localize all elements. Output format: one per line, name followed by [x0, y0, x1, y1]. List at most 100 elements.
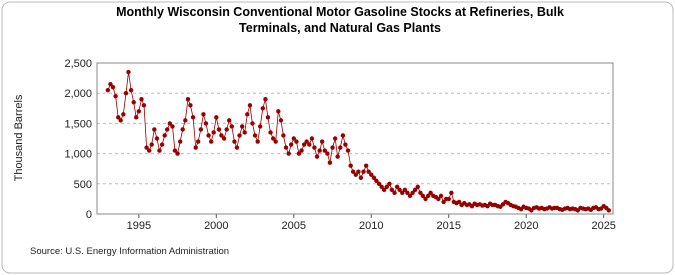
point: [232, 139, 237, 144]
x-tick-label: 2010: [359, 220, 383, 232]
x-tick-label: 2025: [591, 220, 615, 232]
y-tick-label: 0: [86, 209, 92, 221]
point: [309, 136, 315, 141]
point: [456, 199, 462, 205]
point: [221, 136, 227, 141]
point: [118, 118, 123, 123]
point: [242, 130, 247, 135]
point: [131, 100, 136, 105]
point: [312, 145, 317, 150]
point: [338, 145, 343, 150]
point: [239, 124, 245, 129]
y-tick-label: 2,500: [64, 58, 92, 70]
point: [178, 139, 183, 144]
point: [211, 130, 216, 135]
point: [330, 145, 335, 150]
point: [108, 81, 113, 87]
point: [348, 163, 353, 168]
point: [162, 133, 167, 138]
point: [387, 181, 392, 186]
point: [229, 124, 235, 129]
x-tick-label: 2020: [514, 220, 538, 232]
point: [410, 190, 415, 196]
x-tick-label: 1995: [127, 220, 151, 232]
point: [407, 193, 413, 199]
point: [134, 115, 139, 120]
point: [281, 133, 286, 138]
point: [276, 109, 281, 114]
point: [420, 193, 426, 199]
point: [185, 97, 191, 102]
point: [195, 139, 201, 144]
point: [219, 133, 224, 138]
point: [322, 148, 327, 153]
point: [164, 127, 170, 132]
point: [237, 133, 242, 138]
point: [198, 127, 204, 132]
point: [389, 187, 395, 193]
point: [180, 127, 185, 132]
y-tick-label: 2,000: [64, 88, 92, 100]
point: [226, 118, 232, 123]
point: [299, 148, 304, 153]
point: [307, 142, 312, 147]
point: [358, 175, 364, 180]
x-tick-label: 2000: [204, 220, 228, 232]
point: [369, 172, 374, 177]
point: [412, 187, 418, 193]
y-tick-label: 1,000: [64, 149, 92, 161]
point: [425, 193, 431, 199]
point: [332, 136, 338, 141]
point: [381, 187, 387, 193]
point: [436, 196, 441, 202]
point: [319, 139, 325, 144]
point: [260, 106, 266, 111]
point: [446, 196, 451, 202]
x-tick-label: 2005: [282, 220, 306, 232]
point: [147, 148, 152, 153]
point: [325, 151, 330, 156]
point: [294, 139, 299, 144]
y-tick-label: 1,500: [64, 118, 92, 130]
point: [376, 181, 382, 186]
point: [175, 151, 180, 156]
point: [397, 187, 402, 193]
point: [384, 184, 389, 190]
point: [110, 84, 116, 90]
point: [270, 136, 276, 141]
point: [394, 184, 400, 190]
point: [141, 103, 147, 108]
point: [327, 160, 333, 165]
point: [209, 139, 214, 144]
point: [206, 133, 211, 138]
point: [216, 127, 222, 132]
point: [139, 97, 144, 102]
point: [170, 124, 175, 129]
point: [201, 112, 206, 117]
point: [363, 163, 369, 168]
point: [121, 112, 126, 117]
point: [374, 178, 379, 183]
point: [317, 148, 322, 153]
point: [183, 118, 188, 123]
point: [428, 190, 433, 196]
point: [286, 151, 291, 156]
point: [288, 142, 294, 147]
point: [340, 133, 346, 138]
point: [190, 115, 196, 120]
point: [314, 154, 320, 159]
point: [116, 115, 121, 120]
point: [278, 118, 284, 123]
point: [234, 145, 240, 150]
point: [366, 169, 371, 174]
point: [268, 130, 273, 135]
point: [144, 145, 149, 150]
point: [350, 169, 356, 174]
point: [188, 103, 193, 108]
point: [157, 148, 162, 153]
point: [172, 148, 178, 153]
point: [402, 187, 408, 193]
point: [304, 139, 309, 144]
